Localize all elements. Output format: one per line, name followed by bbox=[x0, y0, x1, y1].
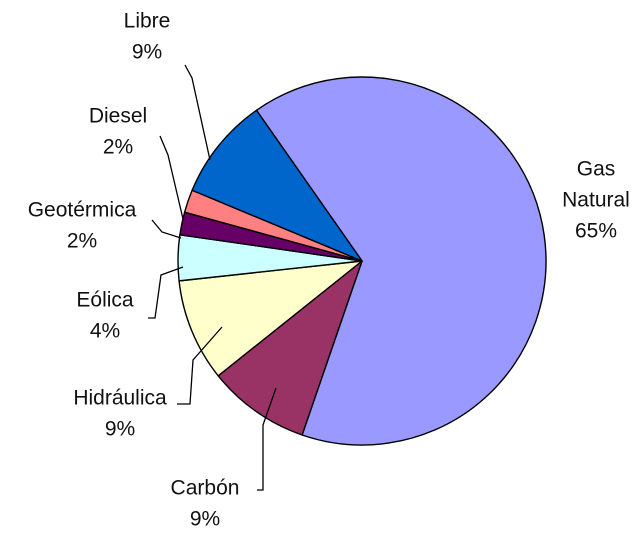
pie-slices bbox=[177, 76, 547, 446]
pie-slice-carbon bbox=[217, 260, 363, 436]
slice-name-label-gas-natural: Gas bbox=[577, 158, 616, 181]
leader-line-diesel bbox=[159, 135, 184, 220]
slice-percent-label-gas-natural: 65% bbox=[575, 220, 617, 243]
slice-percent-label-hidraulica: 9% bbox=[105, 418, 135, 441]
slice-percent-label-libre: 9% bbox=[132, 41, 162, 64]
leader-line-carbon bbox=[257, 387, 277, 491]
slice-percent-label-eolica: 4% bbox=[90, 320, 120, 343]
leader-line-eolica bbox=[148, 266, 184, 319]
leader-line-geotermica bbox=[151, 219, 182, 239]
pie-slice-gas-natural bbox=[255, 76, 547, 446]
slice-name-label-carbon: Carbón bbox=[171, 477, 240, 500]
pie-slice-hidraulica bbox=[178, 260, 363, 377]
leader-line-hidraulica bbox=[177, 326, 223, 405]
slice-percent-label-carbon: 9% bbox=[190, 508, 220, 531]
slice-name-label-diesel: Diesel bbox=[89, 105, 147, 128]
leader-line-libre bbox=[184, 64, 211, 161]
pie-slice-libre bbox=[191, 109, 363, 262]
slice-labels: Gas Natural 65% Carbón 9% Hidráulica 9% Eólica 4… bbox=[28, 10, 630, 531]
slice-name-label-hidraulica: Hidráulica bbox=[73, 387, 167, 410]
slice-percent-label-geotermica: 2% bbox=[67, 230, 97, 253]
slice-name-label-geotermica: Geotérmica bbox=[28, 199, 137, 222]
slice-name-label-eolica: Eólica bbox=[76, 289, 134, 312]
leader-lines bbox=[148, 64, 277, 491]
slice-name-label-libre: Libre bbox=[124, 10, 171, 33]
slice-name-label-gas-natural: Natural bbox=[562, 189, 630, 212]
slice-percent-label-diesel: 2% bbox=[103, 136, 133, 159]
